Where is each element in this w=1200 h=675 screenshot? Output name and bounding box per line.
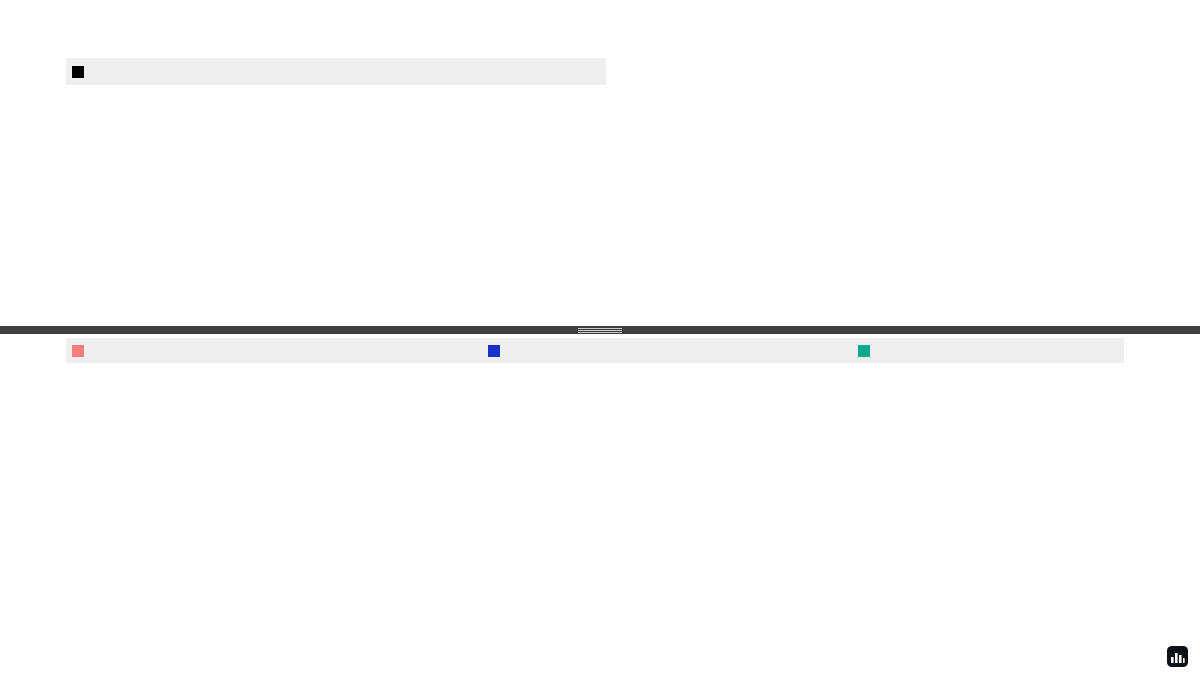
legend-item-deposits[interactable] <box>72 344 89 357</box>
separator-grip-icon[interactable] <box>578 327 622 333</box>
legend-item-reverse-repo[interactable] <box>488 344 505 357</box>
reverse-repo-swatch-icon <box>488 344 500 357</box>
balance-sheet-swatch-icon <box>72 65 84 78</box>
treasury-account-swatch-icon <box>858 344 870 357</box>
bottom-chart-legend <box>66 338 1124 363</box>
panel-separator[interactable] <box>0 326 1200 334</box>
deposits-swatch-icon <box>72 344 84 357</box>
bloomberg-bars-icon <box>1167 646 1188 667</box>
top-chart-legend[interactable] <box>66 58 606 85</box>
legend-item-treasury-account[interactable] <box>858 344 875 357</box>
bloomberg-logo <box>1160 646 1188 667</box>
